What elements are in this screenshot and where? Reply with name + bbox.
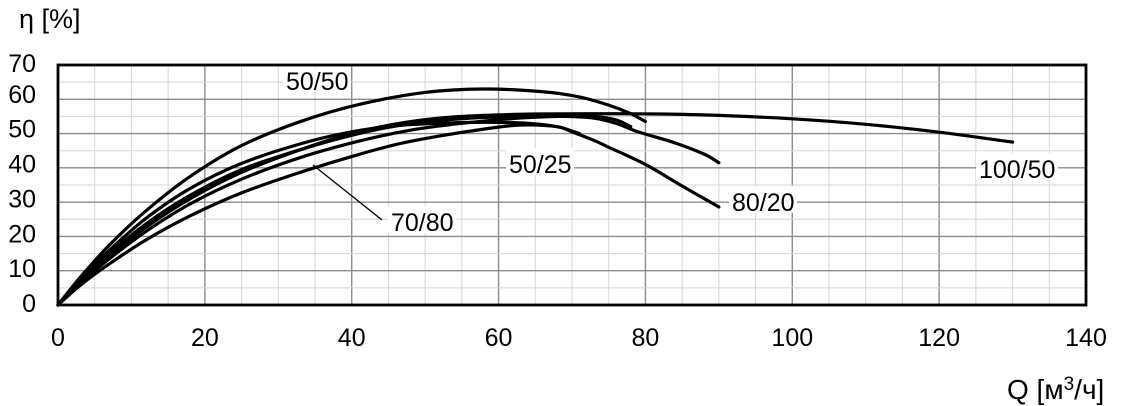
svg-text:Q [м3/ч]: Q [м3/ч] [1007,374,1104,405]
svg-text:100/50: 100/50 [979,156,1055,184]
svg-text:60: 60 [8,81,36,109]
svg-text:50/50: 50/50 [286,68,349,96]
svg-text:120: 120 [918,324,960,352]
svg-text:40: 40 [8,151,36,179]
svg-text:70/80: 70/80 [391,209,454,237]
svg-text:0: 0 [51,324,65,352]
svg-text:50: 50 [8,116,36,144]
svg-text:η [%]: η [%] [19,4,81,34]
svg-text:30: 30 [8,185,36,213]
svg-text:20: 20 [191,324,219,352]
svg-text:0: 0 [22,290,36,318]
svg-text:100: 100 [771,324,813,352]
svg-text:60: 60 [485,324,513,352]
svg-text:40: 40 [338,324,366,352]
svg-text:140: 140 [1065,324,1107,352]
svg-text:50/25: 50/25 [509,151,572,179]
svg-text:20: 20 [8,220,36,248]
svg-text:80: 80 [632,324,660,352]
svg-text:10: 10 [8,255,36,283]
svg-text:70: 70 [8,50,36,78]
svg-text:80/20: 80/20 [732,189,795,217]
